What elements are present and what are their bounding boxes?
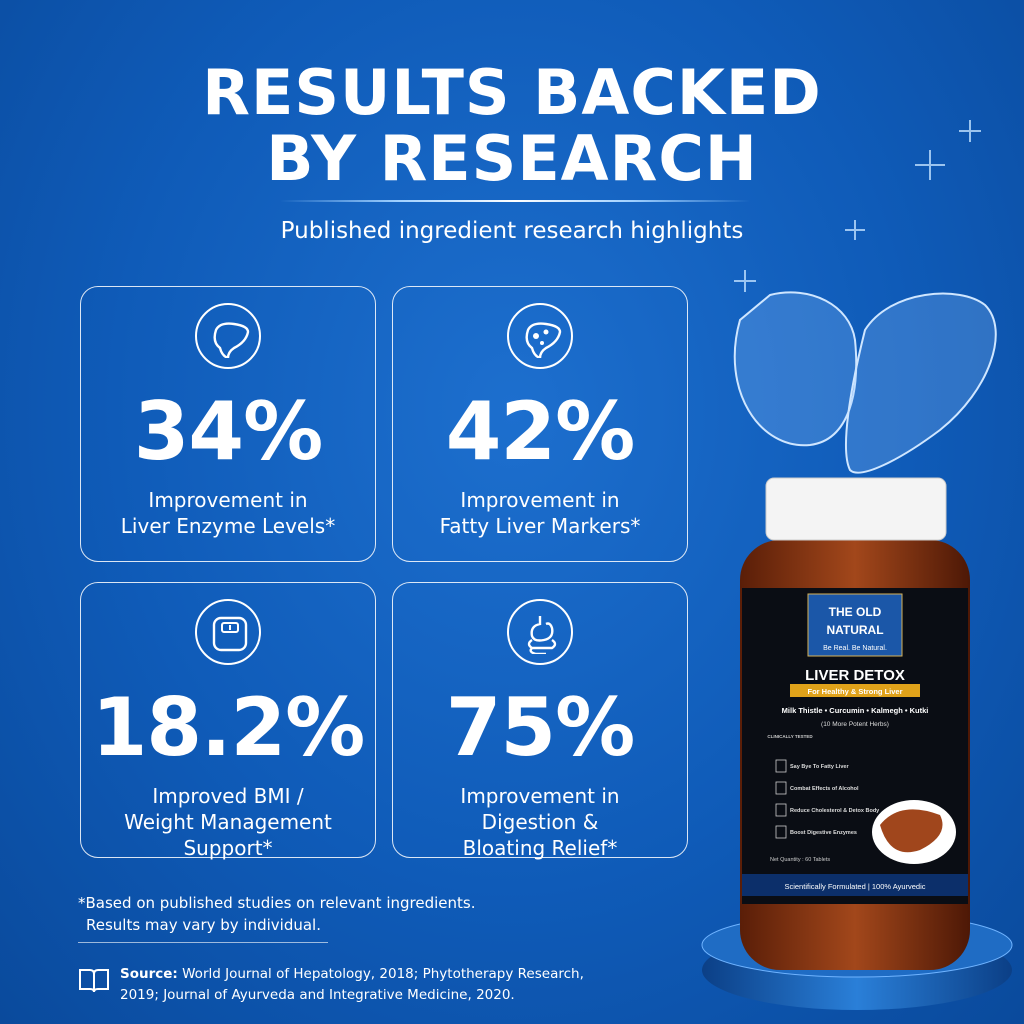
footnote: Results may vary by individual.	[86, 916, 321, 934]
product-text: Boost Digestive Enzymes	[790, 830, 857, 836]
footer-band	[742, 874, 968, 896]
product-text: Milk Thistle • Curcumin • Kalmegh • Kutk…	[782, 706, 929, 715]
product-text: Say Bye To Fatty Liver	[790, 764, 849, 770]
book-icon	[79, 969, 109, 993]
product-text: Scientifically Formulated | 100% Ayurved…	[784, 882, 925, 891]
benefit-icon	[775, 781, 787, 795]
stat-card: 34% Improvement in Liver Enzyme Levels*	[80, 286, 376, 562]
bottle-cap	[765, 477, 947, 541]
stat-icon	[507, 303, 573, 369]
product-text: (10 More Potent Herbs)	[821, 721, 889, 728]
product-texts: THE OLD NATURAL Be Real. Be Natural. LIVER …	[742, 605, 968, 896]
stat-label: Bloating Relief*	[462, 836, 618, 860]
stat-label: Improvement in	[460, 784, 620, 808]
divider-glow	[280, 200, 750, 202]
stat-label: Liver Enzyme Levels*	[120, 514, 336, 538]
product-image: THE OLD NATURAL Be Real. Be Natural. LIVER …	[701, 477, 1013, 1010]
product-text: Reduce Cholesterol & Detox Body	[790, 808, 880, 814]
liver-illustration	[733, 120, 997, 474]
benefit-icon	[775, 759, 787, 773]
source-label: Source:	[120, 966, 178, 982]
stat-label: Weight Management	[124, 810, 332, 834]
brand-box	[807, 593, 903, 657]
product-text: NATURAL	[826, 623, 883, 637]
footnote: *Based on published studies on relevant …	[78, 894, 476, 912]
stat-value: 75%	[445, 681, 635, 774]
stat-value: 18.2%	[91, 681, 366, 774]
liver-lobe	[733, 291, 858, 447]
product-text: Be Real. Be Natural.	[823, 645, 887, 652]
separator	[78, 942, 328, 943]
stat-card: 75% Improvement in Digestion & Bloating Rel…	[392, 582, 688, 860]
product-text: CLINICALLY TESTED	[767, 734, 813, 739]
stat-value: 34%	[133, 385, 323, 478]
stat-icon	[507, 599, 573, 665]
stat-card: 18.2% Improved BMI / Weight Management Supp…	[80, 582, 376, 860]
icon-glyph	[212, 616, 248, 652]
stat-label: Digestion &	[481, 810, 599, 834]
title-line: BY RESEARCH	[266, 122, 758, 195]
product-text: Combat Effects of Alcohol	[790, 786, 859, 792]
benefit-icon	[775, 803, 787, 817]
icon-glyph	[527, 616, 557, 654]
liver-drawing	[880, 809, 943, 853]
product-text: THE OLD	[829, 605, 882, 619]
product-text: Net Quantity : 60 Tablets	[770, 857, 830, 863]
stat-label: Support*	[183, 836, 273, 860]
icon-glyph	[213, 322, 250, 358]
claim-band	[790, 684, 920, 697]
stat-card: 42% Improvement in Fatty Liver Markers*	[392, 286, 688, 562]
stat-label: Improvement in	[460, 488, 620, 512]
source-line: 2019; Journal of Ayurveda and Integrativ…	[120, 987, 515, 1003]
stat-label: Improved BMI /	[152, 784, 304, 808]
benefit-icon	[775, 825, 787, 839]
stat-label: Improvement in	[148, 488, 308, 512]
source-line: Source: World Journal of Hepatology, 201…	[120, 964, 584, 985]
title-line: RESULTS BACKED	[202, 56, 822, 129]
icon-glyph	[525, 322, 562, 358]
liver-lobe	[845, 292, 997, 474]
stat-label: Fatty Liver Markers*	[439, 514, 641, 538]
product-text: For Healthy & Strong Liver	[807, 687, 902, 696]
product-text: LIVER DETOX	[805, 667, 905, 684]
source-text: World Journal of Hepatology, 2018; Phyto…	[182, 966, 584, 982]
stat-icon	[195, 303, 261, 369]
stat-icon	[195, 599, 261, 665]
subtitle: Published ingredient research highlights	[280, 218, 744, 244]
stat-value: 42%	[445, 385, 635, 478]
